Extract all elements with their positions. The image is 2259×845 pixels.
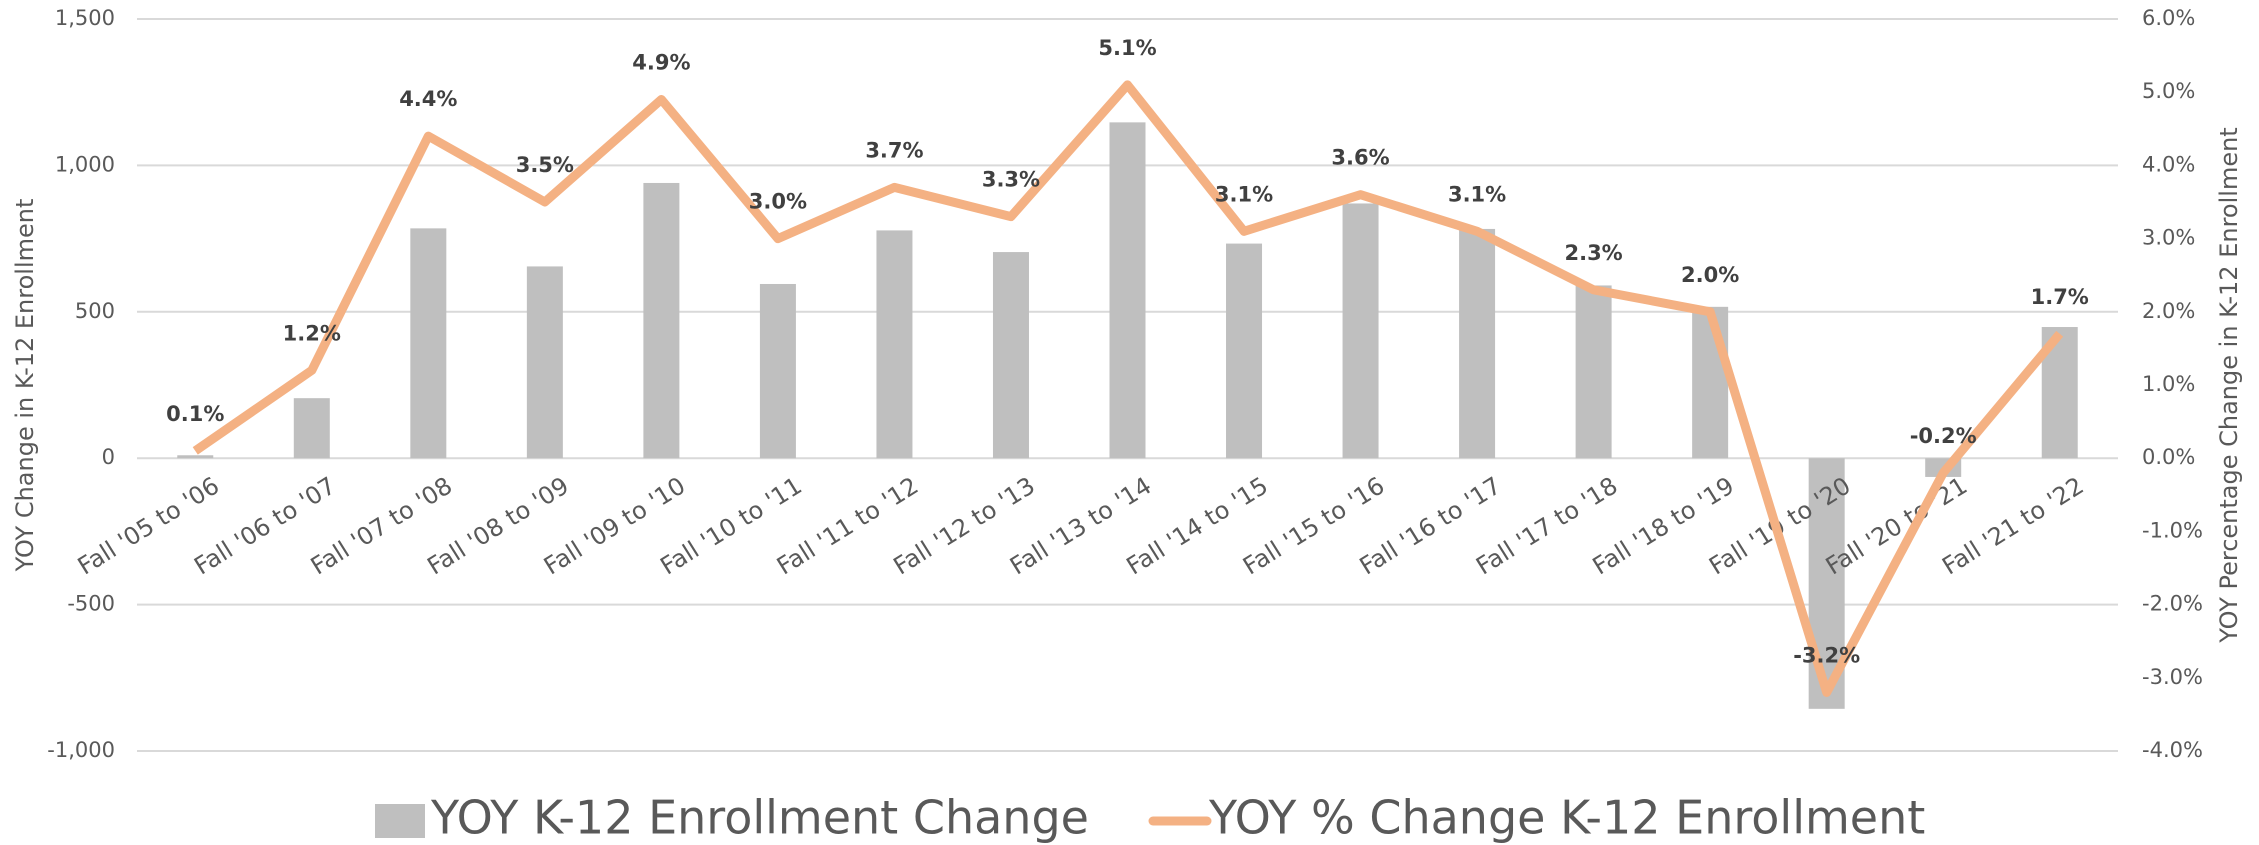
data-label: 3.1% <box>1215 182 1273 206</box>
y-tick-label: 500 <box>75 299 115 323</box>
bar <box>1575 285 1612 459</box>
data-label: 0.1% <box>166 402 224 426</box>
bar <box>410 228 447 459</box>
data-label: 5.1% <box>1098 36 1156 60</box>
y2-tick-label: -1.0% <box>2142 518 2203 542</box>
y-tick-label: -1,000 <box>47 738 115 762</box>
bar <box>526 266 563 459</box>
bar <box>1692 306 1729 459</box>
bar <box>1459 228 1496 459</box>
y2-tick-label: 5.0% <box>2142 79 2195 103</box>
data-label: 2.3% <box>1564 241 1622 265</box>
bar <box>293 398 330 459</box>
y2-tick-label: -2.0% <box>2142 592 2203 616</box>
bar <box>1226 243 1263 459</box>
legend-label: YOY K-12 Enrollment Change <box>430 791 1089 845</box>
bar <box>177 455 214 459</box>
data-label: -0.2% <box>1910 424 1977 448</box>
y2-tick-label: 4.0% <box>2142 152 2195 176</box>
y2-tick-label: -3.0% <box>2142 665 2203 689</box>
legend-label: YOY % Change K-12 Enrollment <box>1208 791 1925 845</box>
y2-axis-label: YOY Percentage Change in K-12 Enrollment <box>2215 127 2243 643</box>
bar <box>1109 122 1146 459</box>
data-label: 3.1% <box>1448 182 1506 206</box>
y2-tick-label: 0.0% <box>2142 445 2195 469</box>
data-label: 3.0% <box>749 190 807 214</box>
bar <box>643 182 680 459</box>
y-axis-label: YOY Change in K-12 Enrollment <box>11 199 39 573</box>
data-label: -3.2% <box>1793 643 1860 667</box>
y-tick-label: 1,500 <box>55 6 115 30</box>
y-tick-label: -500 <box>67 592 115 616</box>
y2-tick-label: 2.0% <box>2142 299 2195 323</box>
y-tick-label: 1,000 <box>55 152 115 176</box>
data-label: 2.0% <box>1681 263 1739 287</box>
data-label: 1.2% <box>283 321 341 345</box>
y2-tick-label: 1.0% <box>2142 372 2195 396</box>
bar <box>992 252 1029 459</box>
y2-tick-label: 6.0% <box>2142 6 2195 30</box>
legend-swatch <box>375 804 425 838</box>
data-label: 3.5% <box>516 153 574 177</box>
bar <box>759 283 796 459</box>
y-tick-label: 0 <box>102 445 115 469</box>
data-label: 3.7% <box>865 138 923 162</box>
y2-tick-label: -4.0% <box>2142 738 2203 762</box>
data-label: 3.3% <box>982 168 1040 192</box>
data-label: 4.9% <box>632 51 690 75</box>
data-label: 3.6% <box>1331 146 1389 170</box>
y2-tick-label: 3.0% <box>2142 226 2195 250</box>
line <box>192 80 2064 697</box>
bar <box>1342 203 1379 459</box>
bar <box>876 230 913 459</box>
data-label: 4.4% <box>399 87 457 111</box>
data-label: 1.7% <box>2031 285 2089 309</box>
